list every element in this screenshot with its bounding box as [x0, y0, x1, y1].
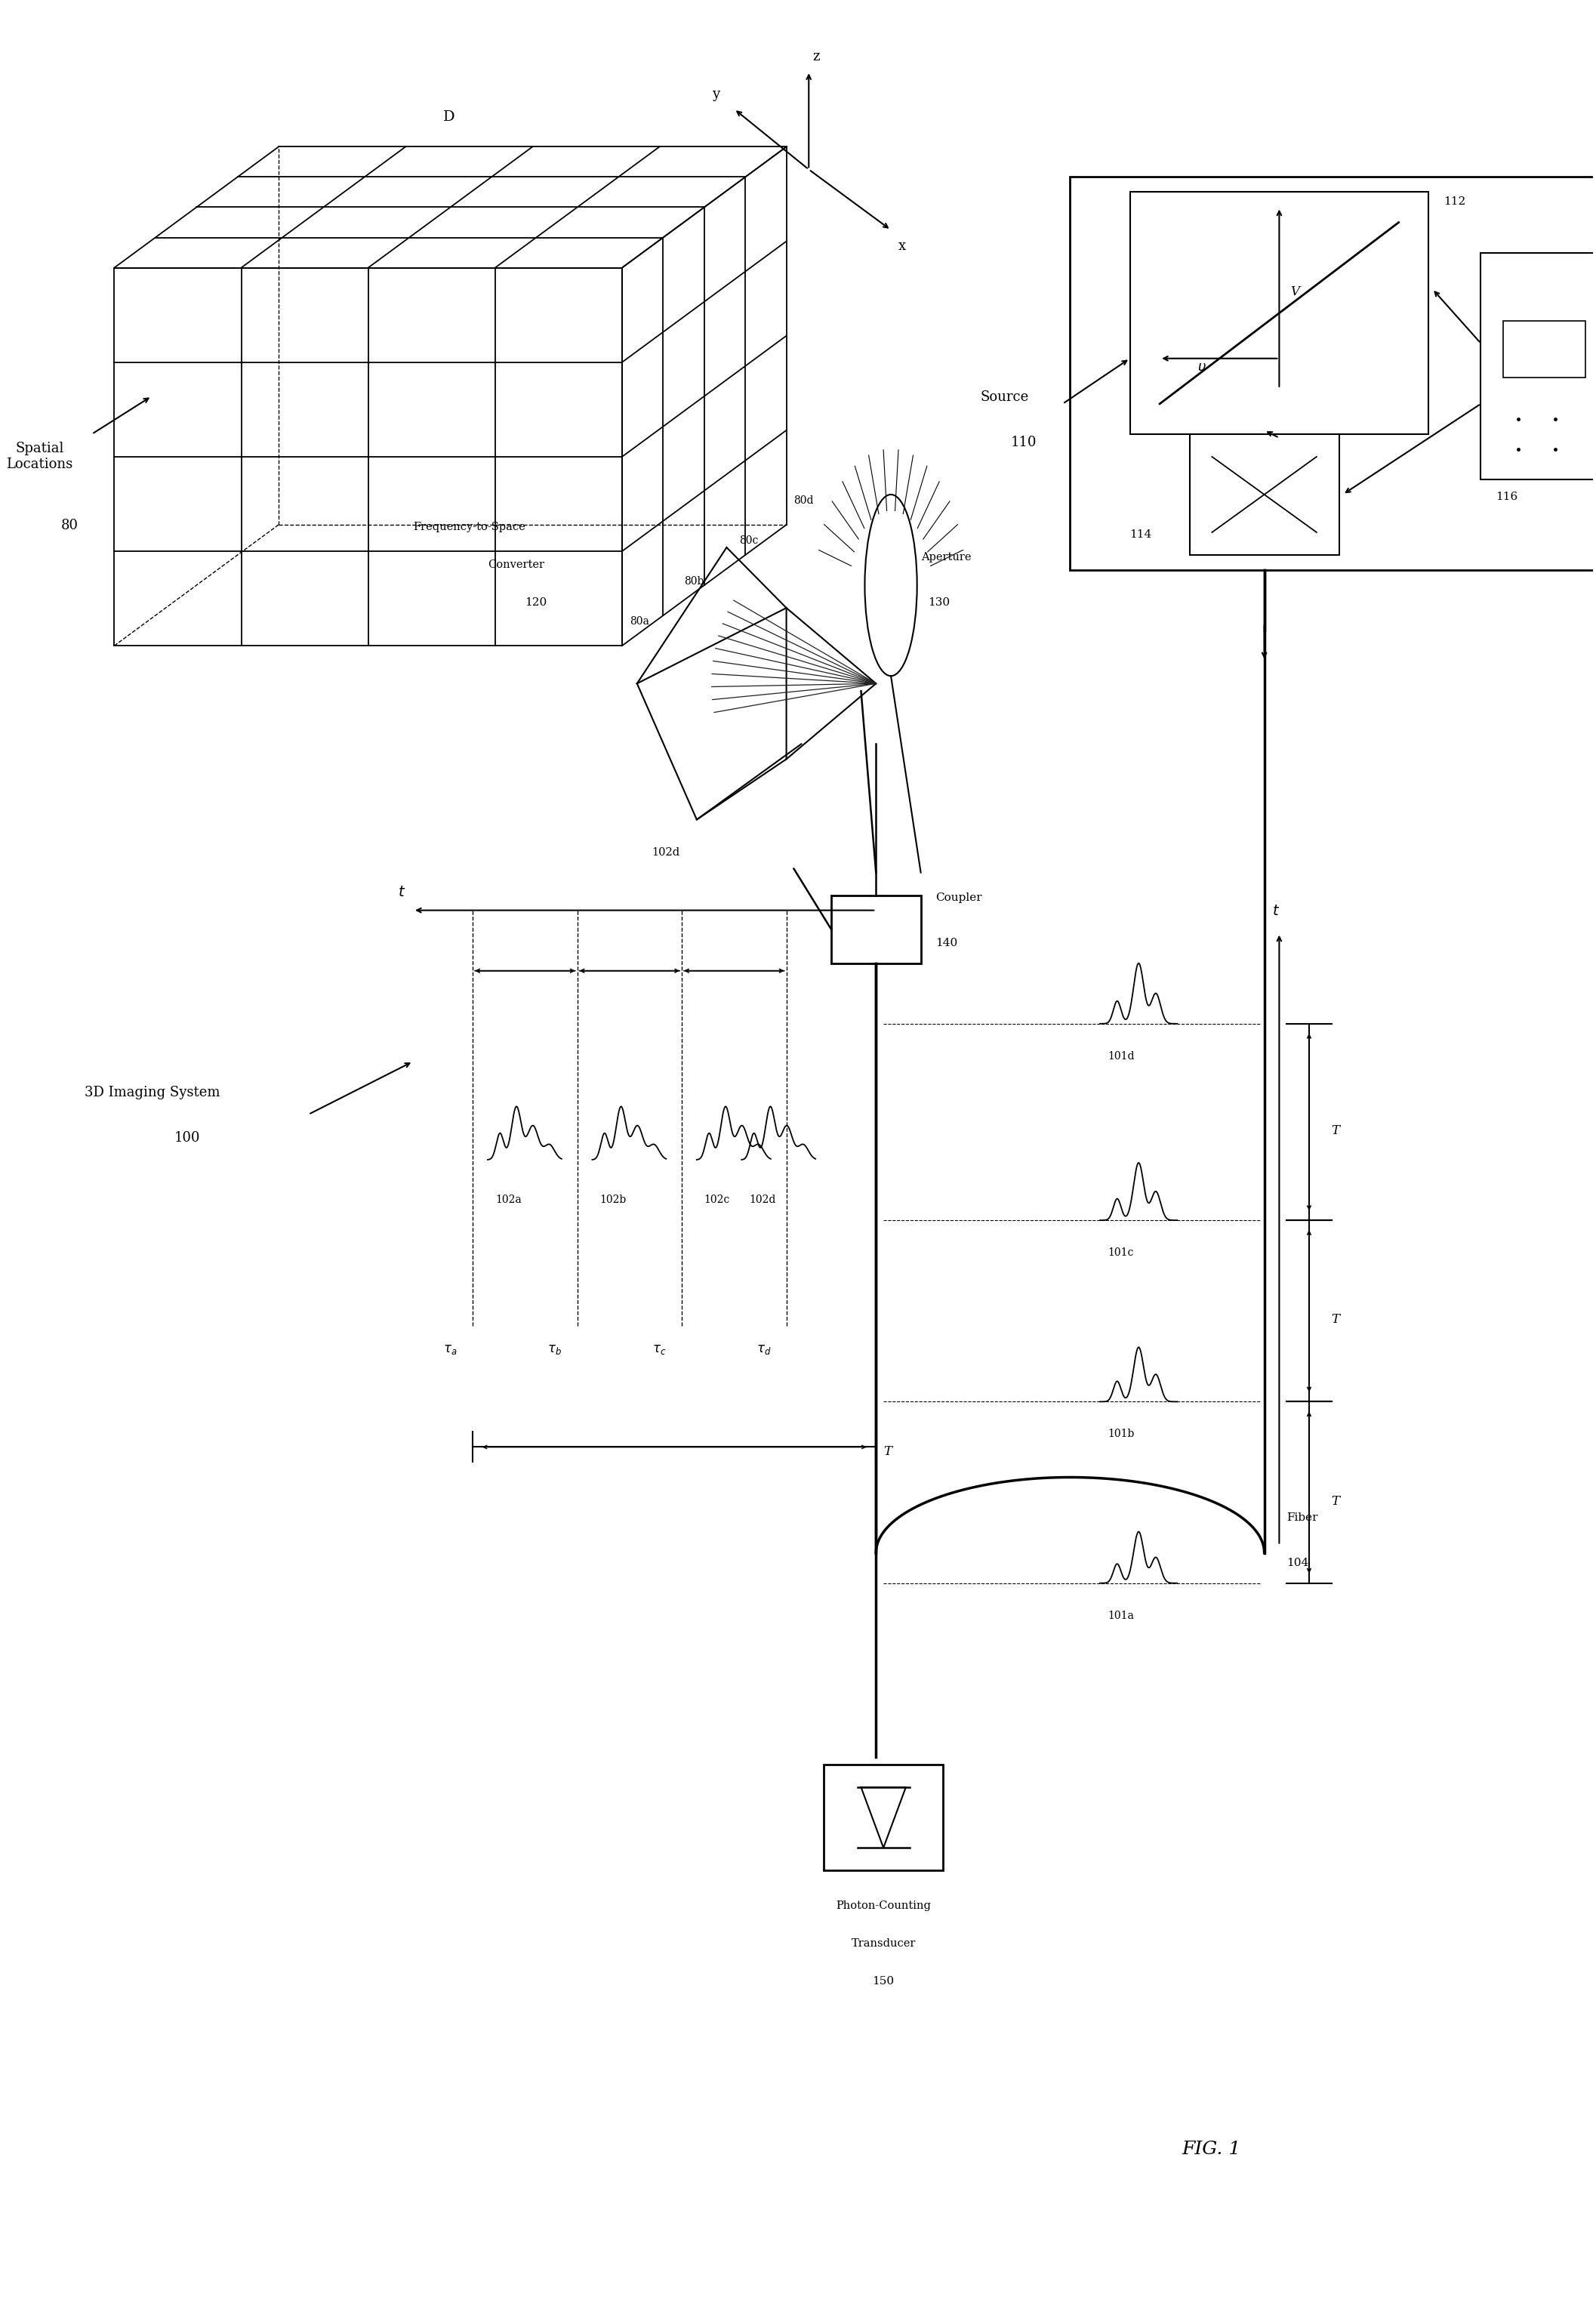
Text: 101c: 101c — [1108, 1248, 1133, 1258]
Text: 3D Imaging System: 3D Imaging System — [85, 1087, 220, 1098]
Text: Converter: Converter — [488, 560, 544, 571]
Text: $t$: $t$ — [397, 885, 405, 899]
Text: Spatial
Locations: Spatial Locations — [6, 442, 73, 472]
Text: 102b: 102b — [600, 1195, 626, 1205]
Text: 116: 116 — [1495, 492, 1518, 502]
Text: $\tau_b$: $\tau_b$ — [547, 1343, 562, 1357]
Text: Transducer: Transducer — [851, 1937, 916, 1949]
Text: D: D — [442, 111, 455, 125]
Text: 80c: 80c — [739, 536, 758, 546]
Text: 102a: 102a — [495, 1195, 522, 1205]
Text: 101d: 101d — [1108, 1052, 1135, 1061]
Bar — [1503, 321, 1585, 377]
Text: T: T — [1331, 1313, 1341, 1327]
Text: V: V — [1291, 284, 1299, 298]
Text: 80b: 80b — [685, 576, 704, 587]
Text: Fiber: Fiber — [1286, 1512, 1318, 1524]
Text: 80d: 80d — [793, 495, 814, 506]
Text: FIG. 1: FIG. 1 — [1183, 2141, 1242, 2157]
Bar — [1130, 192, 1428, 435]
Text: T: T — [884, 1445, 892, 1459]
Text: $\tau_a$: $\tau_a$ — [442, 1343, 456, 1357]
Bar — [1189, 435, 1339, 555]
Text: y: y — [712, 88, 720, 102]
Text: 101b: 101b — [1108, 1429, 1135, 1440]
Text: 150: 150 — [873, 1977, 894, 1986]
Text: x: x — [899, 238, 907, 252]
Text: Coupler: Coupler — [935, 892, 982, 902]
Text: 80a: 80a — [629, 617, 650, 627]
Bar — [1071, 178, 1596, 571]
Bar — [824, 1764, 943, 1870]
Bar — [1481, 252, 1596, 479]
Text: z: z — [812, 51, 820, 65]
Text: 80: 80 — [61, 518, 78, 532]
Text: 130: 130 — [929, 596, 950, 608]
Text: 102d: 102d — [749, 1195, 776, 1205]
Text: Photon-Counting: Photon-Counting — [836, 1900, 930, 1912]
Text: 140: 140 — [935, 939, 958, 948]
Text: T: T — [1331, 1494, 1341, 1507]
Text: $\tau_d$: $\tau_d$ — [757, 1343, 771, 1357]
Text: $\upsilon$: $\upsilon$ — [1197, 361, 1207, 375]
Text: 114: 114 — [1130, 529, 1152, 541]
Text: 112: 112 — [1443, 197, 1465, 208]
Text: Frequency-to-Space: Frequency-to-Space — [413, 523, 525, 532]
Text: 110: 110 — [1010, 435, 1036, 449]
Text: $\tau_c$: $\tau_c$ — [651, 1343, 666, 1357]
Text: 104: 104 — [1286, 1558, 1309, 1568]
Text: 100: 100 — [174, 1131, 200, 1144]
Text: 120: 120 — [525, 596, 547, 608]
Text: $t$: $t$ — [1272, 904, 1280, 918]
Bar — [832, 895, 921, 964]
Text: Aperture: Aperture — [921, 553, 970, 562]
Text: 102d: 102d — [651, 846, 680, 858]
Text: Source: Source — [980, 391, 1029, 405]
Text: T: T — [1331, 1124, 1341, 1138]
Text: 101a: 101a — [1108, 1611, 1133, 1621]
Text: 102c: 102c — [704, 1195, 729, 1205]
